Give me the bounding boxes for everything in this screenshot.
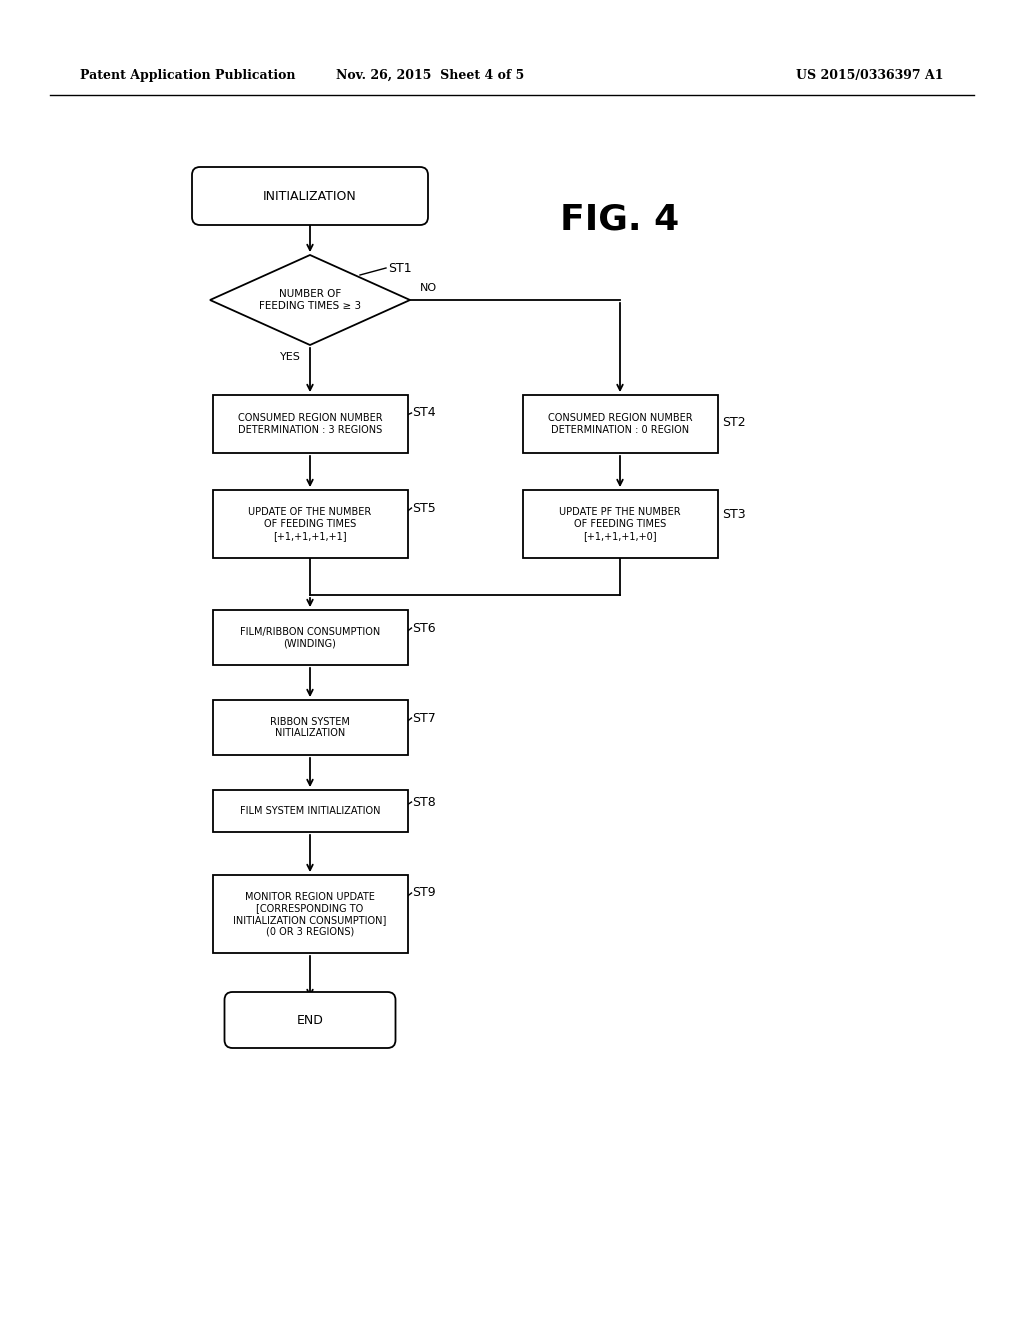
FancyBboxPatch shape	[193, 168, 428, 224]
Text: FILM/RIBBON CONSUMPTION
(WINDING): FILM/RIBBON CONSUMPTION (WINDING)	[240, 627, 380, 648]
FancyBboxPatch shape	[522, 490, 718, 558]
Text: FILM SYSTEM INITIALIZATION: FILM SYSTEM INITIALIZATION	[240, 807, 380, 816]
Text: NO: NO	[420, 282, 437, 293]
Text: ST4: ST4	[413, 407, 436, 420]
FancyBboxPatch shape	[522, 395, 718, 453]
FancyBboxPatch shape	[224, 993, 395, 1048]
Text: UPDATE OF THE NUMBER
OF FEEDING TIMES
[+1,+1,+1,+1]: UPDATE OF THE NUMBER OF FEEDING TIMES [+…	[249, 507, 372, 541]
Text: ST3: ST3	[723, 508, 746, 521]
Polygon shape	[210, 255, 410, 345]
Text: INITIALIZATION: INITIALIZATION	[263, 190, 357, 202]
Text: ST6: ST6	[413, 622, 436, 635]
FancyBboxPatch shape	[213, 789, 408, 832]
Text: ST9: ST9	[413, 887, 436, 899]
Text: UPDATE PF THE NUMBER
OF FEEDING TIMES
[+1,+1,+1,+0]: UPDATE PF THE NUMBER OF FEEDING TIMES [+…	[559, 507, 681, 541]
FancyBboxPatch shape	[213, 395, 408, 453]
Text: CONSUMED REGION NUMBER
DETERMINATION : 0 REGION: CONSUMED REGION NUMBER DETERMINATION : 0…	[548, 413, 692, 434]
Text: Nov. 26, 2015  Sheet 4 of 5: Nov. 26, 2015 Sheet 4 of 5	[336, 69, 524, 82]
Text: YES: YES	[280, 352, 300, 362]
FancyBboxPatch shape	[213, 700, 408, 755]
Text: NUMBER OF
FEEDING TIMES ≥ 3: NUMBER OF FEEDING TIMES ≥ 3	[259, 289, 361, 310]
Text: RIBBON SYSTEM
NITIALIZATION: RIBBON SYSTEM NITIALIZATION	[270, 717, 350, 738]
FancyBboxPatch shape	[213, 610, 408, 665]
FancyBboxPatch shape	[213, 875, 408, 953]
Text: END: END	[297, 1014, 324, 1027]
Text: ST7: ST7	[413, 711, 436, 725]
FancyBboxPatch shape	[213, 490, 408, 558]
Text: FIG. 4: FIG. 4	[560, 203, 680, 238]
Text: US 2015/0336397 A1: US 2015/0336397 A1	[797, 69, 944, 82]
Text: CONSUMED REGION NUMBER
DETERMINATION : 3 REGIONS: CONSUMED REGION NUMBER DETERMINATION : 3…	[238, 413, 382, 434]
Text: ST1: ST1	[388, 261, 412, 275]
Text: ST8: ST8	[413, 796, 436, 808]
Text: MONITOR REGION UPDATE
[CORRESPONDING TO
INITIALIZATION CONSUMPTION]
(0 OR 3 REGI: MONITOR REGION UPDATE [CORRESPONDING TO …	[233, 891, 387, 936]
Text: ST5: ST5	[413, 502, 436, 515]
Text: ST2: ST2	[723, 417, 746, 429]
Text: Patent Application Publication: Patent Application Publication	[80, 69, 296, 82]
